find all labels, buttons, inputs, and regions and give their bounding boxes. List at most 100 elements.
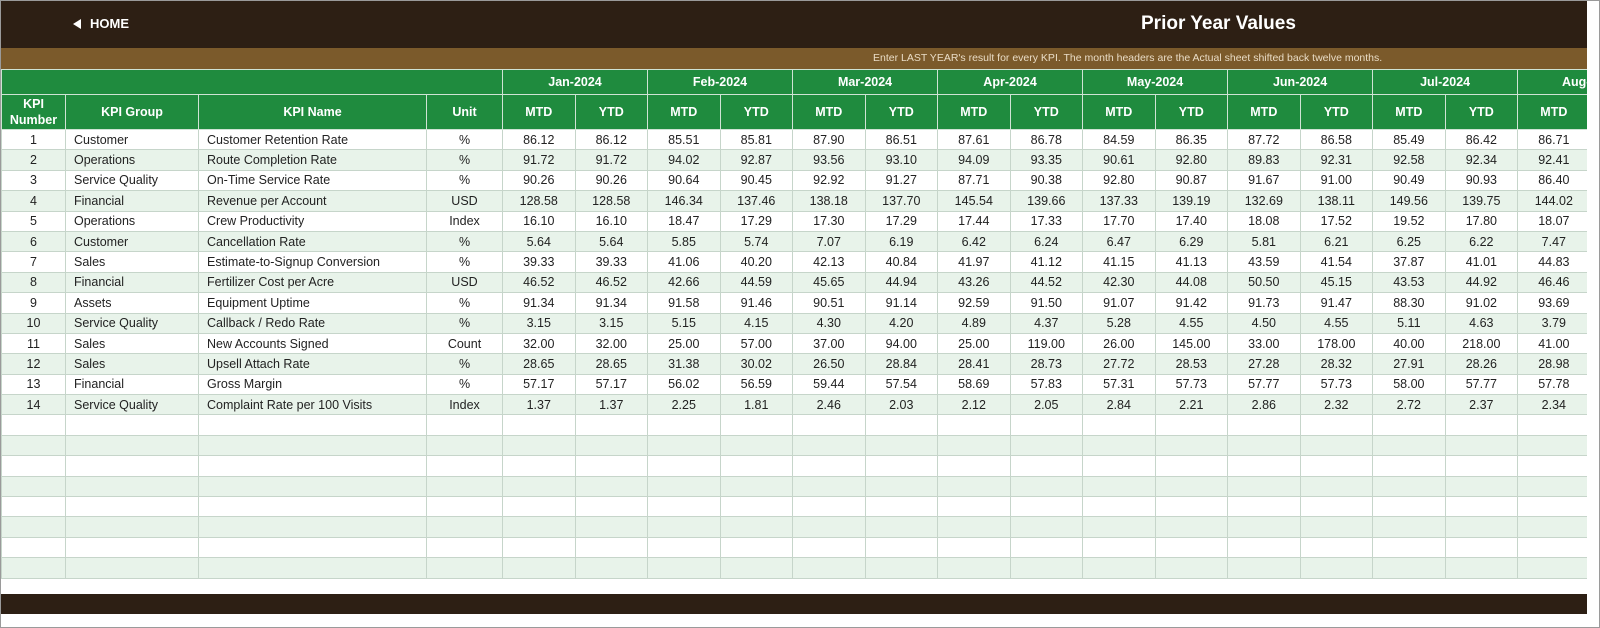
- value-cell: 45.65: [792, 271, 866, 294]
- value-cell: 94.09: [937, 149, 1011, 171]
- unit: Index: [426, 210, 503, 232]
- value-cell: 86.40: [1517, 169, 1587, 192]
- value-cell: 90.51: [792, 292, 866, 314]
- value-cell: 4.20: [864, 312, 939, 334]
- empty-cell: [1082, 475, 1156, 498]
- empty-cell: [574, 536, 649, 559]
- empty-cell: [1082, 557, 1156, 579]
- empty-cell: [937, 516, 1011, 538]
- note-bar: Enter LAST YEAR's result for every KPI. …: [1, 48, 1587, 69]
- empty-cell: [574, 516, 649, 538]
- value-cell: 144.02: [1517, 190, 1587, 212]
- value-cell: 57.77: [1444, 373, 1519, 396]
- kpi-group: Assets: [65, 292, 199, 314]
- empty-cell: [864, 414, 939, 436]
- empty-cell: [65, 536, 199, 559]
- empty-cell: [1372, 496, 1446, 518]
- value-cell: 57.83: [1009, 373, 1084, 396]
- value-cell: 44.52: [1009, 271, 1084, 294]
- value-cell: 91.72: [574, 149, 649, 171]
- empty-cell: [647, 414, 721, 436]
- empty-cell: [1082, 516, 1156, 538]
- empty-cell: [719, 455, 794, 477]
- empty-cell: [1009, 434, 1084, 457]
- empty-cell: [1517, 536, 1587, 559]
- sub-header: YTD: [1444, 94, 1519, 130]
- value-cell: 86.12: [574, 128, 649, 151]
- empty-cell: [719, 496, 794, 518]
- value-cell: 7.07: [792, 230, 866, 253]
- empty-cell: [647, 516, 721, 538]
- empty-cell: [1082, 414, 1156, 436]
- data-row: 11 Sales New Accounts Signed Count 32.00 32.0…: [1, 332, 1587, 355]
- footer-bar: [1, 594, 1587, 614]
- value-cell: 4.55: [1154, 312, 1229, 334]
- empty-cell: [198, 536, 427, 559]
- value-cell: 41.06: [647, 251, 721, 273]
- empty-cell: [426, 516, 503, 538]
- empty-cell: [1517, 434, 1587, 457]
- empty-cell: [426, 414, 503, 436]
- kpi-number: 5: [1, 210, 66, 232]
- unit: %: [426, 373, 503, 396]
- empty-cell: [1299, 434, 1374, 457]
- column-header: KPI Number: [1, 94, 66, 130]
- value-cell: 28.98: [1517, 353, 1587, 375]
- empty-cell: [864, 455, 939, 477]
- data-row: 3 Service Quality On-Time Service Rate% 90.…: [1, 169, 1587, 192]
- value-cell: 39.33: [502, 251, 576, 273]
- home-button[interactable]: HOME: [73, 16, 129, 31]
- value-cell: 2.21: [1154, 394, 1229, 416]
- value-cell: 5.74: [719, 230, 794, 253]
- value-cell: 4.15: [719, 312, 794, 334]
- value-cell: 41.00: [1517, 332, 1587, 355]
- page-title: Prior Year Values: [1141, 13, 1296, 34]
- value-cell: 2.12: [937, 394, 1011, 416]
- value-cell: 26.00: [1082, 332, 1156, 355]
- value-cell: 1.37: [574, 394, 649, 416]
- kpi-number: 10: [1, 312, 66, 334]
- month-header: Jul-2024: [1372, 69, 1519, 95]
- value-cell: 19.52: [1372, 210, 1446, 232]
- value-cell: 40.20: [719, 251, 794, 273]
- value-cell: 44.83: [1517, 251, 1587, 273]
- empty-cell: [1009, 496, 1084, 518]
- value-cell: 25.00: [647, 332, 721, 355]
- value-cell: 40.00: [1372, 332, 1446, 355]
- value-cell: 2.32: [1299, 394, 1374, 416]
- value-cell: 132.69: [1227, 190, 1301, 212]
- empty-cell: [719, 434, 794, 457]
- value-cell: 16.10: [574, 210, 649, 232]
- value-cell: 87.72: [1227, 128, 1301, 151]
- value-cell: 146.34: [647, 190, 721, 212]
- value-cell: 44.59: [719, 271, 794, 294]
- kpi-name: On-Time Service Rate: [198, 169, 427, 192]
- value-cell: 57.17: [502, 373, 576, 396]
- empty-cell: [1154, 434, 1229, 457]
- empty-cell: [426, 496, 503, 518]
- empty-cell: [1, 475, 66, 498]
- value-cell: 44.94: [864, 271, 939, 294]
- kpi-number: 13: [1, 373, 66, 396]
- empty-cell: [1227, 516, 1301, 538]
- kpi-group: Operations: [65, 149, 199, 171]
- value-cell: 41.15: [1082, 251, 1156, 273]
- value-cell: 90.45: [719, 169, 794, 192]
- value-cell: 57.17: [574, 373, 649, 396]
- value-cell: 28.84: [864, 353, 939, 375]
- empty-cell: [65, 414, 199, 436]
- value-cell: 93.10: [864, 149, 939, 171]
- value-cell: 2.46: [792, 394, 866, 416]
- empty-cell: [1009, 455, 1084, 477]
- value-cell: 17.80: [1444, 210, 1519, 232]
- empty-cell: [1444, 496, 1519, 518]
- value-cell: 27.28: [1227, 353, 1301, 375]
- kpi-number: 12: [1, 353, 66, 375]
- empty-cell: [65, 516, 199, 538]
- empty-cell: [198, 434, 427, 457]
- empty-cell: [198, 414, 427, 436]
- value-cell: 119.00: [1009, 332, 1084, 355]
- empty-cell: [1444, 434, 1519, 457]
- empty-cell: [502, 475, 576, 498]
